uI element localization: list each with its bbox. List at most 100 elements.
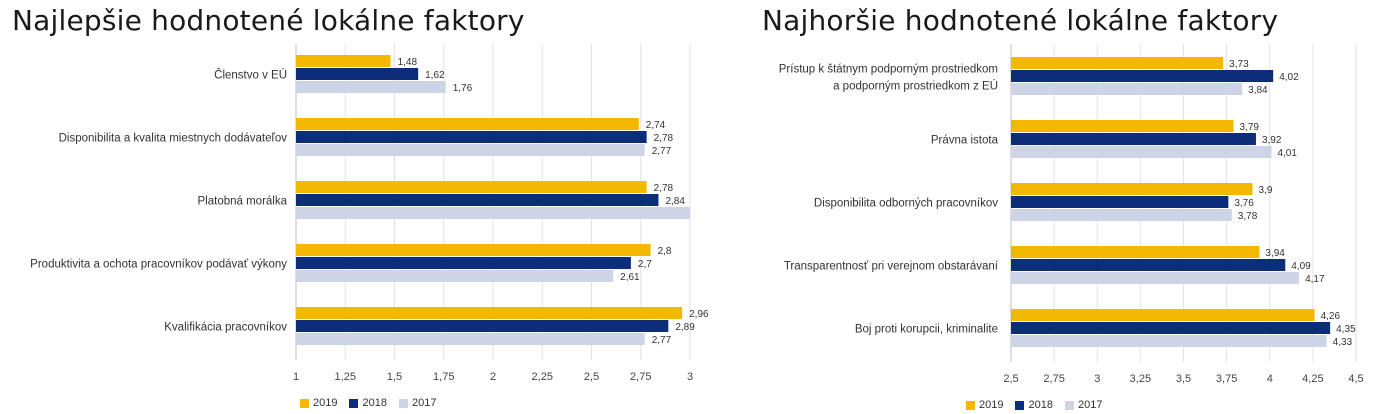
bar-2019 [1011, 183, 1253, 195]
x-tick-label: 1,5 [387, 371, 402, 383]
bar-2018 [1011, 196, 1229, 208]
bar-2019 [296, 181, 647, 193]
data-label: 1,76 [453, 83, 473, 94]
category-label: Produktivita a ochota pracovníkov podáva… [30, 259, 287, 271]
bar-2018 [1011, 322, 1331, 334]
category-label: Právna istota [931, 135, 999, 147]
bar-2017 [1011, 146, 1272, 158]
chart-title: Najlepšie hodnotené lokálne faktory [12, 4, 525, 37]
x-tick-label: 4 [1267, 373, 1273, 385]
data-label: 3,84 [1248, 85, 1268, 96]
data-label: 3,73 [1229, 59, 1249, 70]
category-label: Transparentnosť pri verejnom obstarávaní [784, 261, 999, 273]
data-label: 1,48 [398, 57, 418, 68]
legend-label: 2019 [979, 399, 1004, 411]
x-tick-label: 3 [1094, 373, 1100, 385]
x-tick-label: 2 [490, 371, 496, 383]
bar-2019 [1011, 57, 1224, 69]
data-label: 2,7 [638, 259, 652, 270]
data-label: 4,02 [1279, 72, 1299, 83]
category-label: Boj proti korupcii, kriminalite [855, 324, 998, 336]
bar-2019 [296, 244, 651, 256]
data-label: 4,17 [1305, 274, 1325, 285]
bar-2018 [296, 257, 631, 269]
bar-2018 [1011, 70, 1274, 82]
x-tick-label: 3,75 [1216, 373, 1237, 385]
data-label: 3,9 [1259, 185, 1273, 196]
legend-item-2018: 2018 [1015, 399, 1053, 411]
legend: 2019 2018 2017 [966, 399, 1102, 411]
data-label: 3,78 [1238, 211, 1258, 222]
data-label: 2,74 [646, 120, 666, 131]
data-label: 2,77 [652, 146, 672, 157]
legend-item-2019: 2019 [966, 399, 1003, 411]
x-tick-label: 2,75 [1043, 373, 1064, 385]
legend-swatch [1064, 400, 1074, 410]
chart-title: Najhoršie hodnotené lokálne faktory [762, 4, 1279, 37]
bar-2017 [296, 144, 645, 156]
data-label: 2,78 [654, 183, 674, 194]
bar-2018 [1011, 133, 1256, 145]
x-tick-label: 1 [293, 371, 299, 383]
data-label: 2,77 [652, 335, 672, 346]
legend-item-2019: 2019 [300, 397, 337, 409]
legend-item-2017: 2017 [1064, 399, 1103, 411]
category-label: a podporným prostriedkom z EÚ [833, 80, 998, 93]
legend-swatch [966, 400, 975, 410]
data-label: 4,26 [1321, 311, 1341, 322]
data-label: 2,8 [658, 246, 672, 257]
data-label: 1,62 [425, 70, 445, 81]
data-label: 2,84 [665, 196, 685, 207]
x-tick-label: 1,75 [433, 371, 454, 383]
data-label: 2,89 [675, 322, 695, 333]
worst-factors-chart: Najhoršie hodnotené lokálne faktory 2,5 2… [748, 0, 1396, 414]
worst-factors-plot: 2,5 2,75 3 3,25 3,5 3,75 4 4,25 4,5 3,73 4,02 3,84 P… [779, 44, 1364, 385]
x-tick-label: 4,5 [1348, 373, 1363, 385]
data-label: 4,33 [1333, 337, 1353, 348]
data-label: 3,92 [1262, 135, 1282, 146]
bar-2018 [296, 131, 647, 143]
legend: 2019 2018 2017 [300, 397, 436, 409]
x-tick-label: 2,5 [584, 371, 599, 383]
category-label: Platobná morálka [198, 196, 288, 208]
data-label: 4,09 [1291, 261, 1311, 272]
legend-swatch [1015, 400, 1025, 410]
x-tick-label: 1,25 [335, 371, 356, 383]
bar-2019 [296, 55, 391, 67]
legend-item-2018: 2018 [349, 397, 387, 409]
x-tick-label: 4,25 [1302, 373, 1323, 385]
data-label: 2,78 [654, 133, 674, 144]
category-label: Prístup k štátnym podporným prostriedkom [779, 64, 998, 76]
legend-label: 2019 [313, 397, 338, 409]
legend-swatch [398, 398, 408, 408]
bar-2019 [1011, 120, 1234, 132]
category-label: Disponibilita odborných pracovníkov [814, 198, 998, 210]
data-label: 3,94 [1265, 248, 1285, 259]
data-label: 2,61 [620, 272, 640, 283]
legend-label: 2017 [1077, 399, 1103, 411]
x-tick-label: 2,25 [532, 371, 553, 383]
bar-2018 [296, 194, 659, 206]
legend-label: 2018 [1028, 399, 1053, 411]
legend-swatch [349, 398, 359, 408]
data-label: 4,01 [1277, 148, 1297, 159]
bar-2017 [296, 333, 645, 345]
x-tick-label: 3 [687, 371, 693, 383]
data-label: 4,35 [1336, 324, 1356, 335]
bar-2019 [296, 307, 683, 319]
legend-label: 2018 [362, 397, 387, 409]
bar-2018 [296, 68, 419, 80]
bar-2019 [1011, 309, 1315, 321]
best-factors-plot: 1 1,25 1,5 1,75 2 2,25 2,5 2,75 3 1,48 1,62 1,76 Čle… [30, 44, 709, 383]
category-label: Disponibilita a kvalita miestnych dodáva… [59, 133, 288, 145]
bar-2017 [1011, 272, 1300, 284]
bar-2019 [1011, 246, 1260, 258]
data-label: 3,76 [1234, 198, 1254, 209]
bar-2017 [1011, 83, 1243, 95]
bar-2019 [296, 118, 639, 130]
bar-2017 [296, 81, 446, 93]
x-tick-label: 3,5 [1176, 373, 1191, 385]
legend-item-2017: 2017 [398, 397, 436, 409]
bar-2017 [1011, 209, 1232, 221]
best-factors-chart: Najlepšie hodnotené lokálne faktory 1 1,2… [12, 4, 709, 409]
